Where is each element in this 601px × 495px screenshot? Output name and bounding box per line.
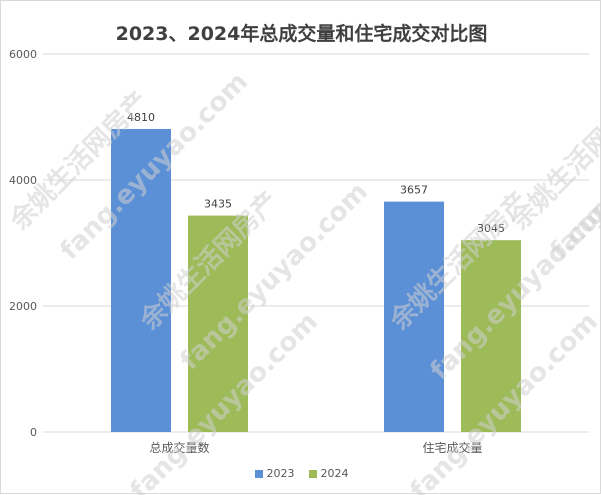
legend-swatch-2023	[254, 469, 263, 478]
x-tick-label: 总成交量数	[149, 440, 209, 455]
legend-swatch-2024	[308, 469, 317, 478]
bar-2023-0	[111, 128, 171, 432]
data-label-2024-1: 3045	[477, 222, 505, 235]
y-tick-label: 4000	[9, 174, 37, 187]
data-label-2024-0: 3435	[204, 198, 232, 211]
y-tick-label: 6000	[9, 48, 37, 61]
y-tick-label: 0	[30, 426, 37, 439]
chart-legend: 2023 2024	[1, 467, 601, 480]
legend-label-2023: 2023	[266, 467, 295, 480]
legend-item-2024: 2024	[308, 467, 349, 480]
y-tick-label: 2000	[9, 300, 37, 313]
chart-title: 2023、2024年总成交量和住宅成交对比图	[115, 23, 488, 45]
x-tick-label: 住宅成交量	[422, 440, 482, 455]
legend-item-2023: 2023	[254, 467, 295, 480]
bar-2024-1	[461, 240, 521, 432]
legend-label-2024: 2024	[320, 467, 349, 480]
bar-2024-0	[188, 215, 248, 432]
data-label-2023-1: 3657	[400, 184, 428, 197]
data-label-2023-0: 4810	[127, 111, 155, 124]
bar-2023-1	[384, 201, 444, 432]
